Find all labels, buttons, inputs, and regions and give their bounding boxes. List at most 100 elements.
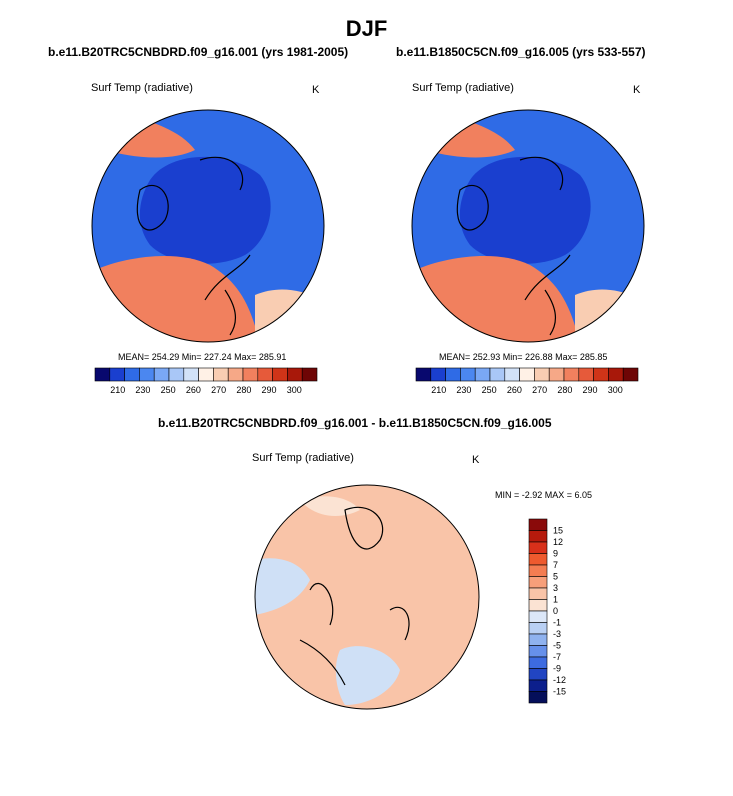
colorbar-swatch <box>124 367 140 382</box>
colorbar-swatch <box>139 367 155 382</box>
panel-right-units: K <box>633 84 641 96</box>
polar-ice-region <box>459 156 591 264</box>
colorbar-tick-label: 250 <box>161 385 176 395</box>
colorbar-tick-label: 9 <box>553 549 558 559</box>
colorbar-swatch <box>563 367 580 382</box>
colorbar-swatch <box>528 564 548 577</box>
colorbar-swatch <box>519 367 535 382</box>
colorbar-tick-label: -9 <box>553 664 561 674</box>
panel-left-variable: Surf Temp (radiative) <box>91 82 193 94</box>
colorbar-tick-label: 230 <box>456 385 471 395</box>
colorbar-swatch <box>415 367 432 382</box>
colorbar-swatch <box>528 599 548 612</box>
colorbar-tick-label: -1 <box>553 618 561 628</box>
colorbar-swatch <box>593 367 609 382</box>
colorbar-tick-label: 12 <box>553 537 563 547</box>
panel-left-units: K <box>312 84 320 96</box>
colorbar-swatch <box>528 576 548 589</box>
colorbar-tick-label: 230 <box>135 385 150 395</box>
page-title: DJF <box>345 16 388 41</box>
colorbar-swatch <box>198 367 214 382</box>
colorbar-swatch <box>474 367 491 382</box>
colorbar-swatch <box>528 587 548 600</box>
difference-title: b.e11.B20TRC5CNBDRD.f09_g16.001 - b.e11.… <box>158 416 552 430</box>
colorbar-swatch <box>242 367 259 382</box>
coastlines <box>136 156 251 336</box>
colorbar-swatch <box>168 367 185 382</box>
panel-right-variable: Surf Temp (radiative) <box>412 82 514 94</box>
colorbar-tick-label: -12 <box>553 675 566 685</box>
colorbar-swatch <box>528 633 548 646</box>
colorbar-swatch <box>528 691 548 704</box>
colorbar-tick-label: 0 <box>553 606 558 616</box>
colorbar-swatch <box>445 367 461 382</box>
map-right <box>411 109 645 343</box>
coastlines <box>456 156 571 336</box>
colorbar-tick-label: 5 <box>553 572 558 582</box>
diff-cool-region-1 <box>255 558 310 615</box>
colorbar-tick-label: 260 <box>186 385 201 395</box>
colorbar-swatch <box>622 367 639 382</box>
colorbar-tick-label: -3 <box>553 629 561 639</box>
panel-right-case-title: b.e11.B1850C5CN.f09_g16.005 (yrs 533-557… <box>396 45 646 59</box>
colorbar-swatch <box>94 367 111 382</box>
colorbar-tick-label: 300 <box>608 385 623 395</box>
colorbar-swatch <box>528 610 548 623</box>
colorbar-tick-label: 15 <box>553 526 563 536</box>
difference-units: K <box>472 454 480 466</box>
map-difference <box>254 484 480 710</box>
map-difference-border <box>254 484 480 710</box>
colorbar-tick-label: -15 <box>553 687 566 697</box>
colorbar-swatch <box>257 367 273 382</box>
colorbar-swatch <box>608 367 624 382</box>
colorbar-swatch <box>528 668 548 681</box>
difference-minmax: MIN = -2.92 MAX = 6.05 <box>495 490 593 500</box>
colorbar-swatch <box>460 367 476 382</box>
panel-right-stats: MEAN= 252.93 Min= 226.88 Max= 285.85 <box>439 352 608 362</box>
diff-cool-region-2 <box>335 646 400 705</box>
colorbar-tick-label: -7 <box>553 652 561 662</box>
colorbar-right: 210 230 250 260 270 280 290 300 <box>415 367 639 395</box>
colorbar-tick-label: -5 <box>553 641 561 651</box>
colorbar-tick-label: 7 <box>553 560 558 570</box>
colorbar-swatch <box>528 622 548 635</box>
colorbar-swatch <box>287 367 303 382</box>
colorbar-tick-label: 300 <box>287 385 302 395</box>
colorbar-tick-label: 210 <box>110 385 125 395</box>
colorbar-tick-label: 280 <box>557 385 572 395</box>
colorbar-swatch <box>528 541 548 554</box>
colorbar-left: 210 230 250 260 270 280 290 300 <box>94 367 318 395</box>
colorbar-tick-label: 290 <box>262 385 277 395</box>
colorbar-swatch <box>430 367 446 382</box>
colorbar-tick-label: 3 <box>553 583 558 593</box>
colorbar-swatch <box>528 656 548 669</box>
colorbar-swatch <box>489 367 506 382</box>
colorbar-tick-label: 210 <box>431 385 446 395</box>
colorbar-swatch <box>528 645 548 658</box>
colorbar-tick-label: 1 <box>553 595 558 605</box>
colorbar-tick-label: 280 <box>236 385 251 395</box>
colorbar-tick-label: 250 <box>482 385 497 395</box>
colorbar-swatch <box>227 367 244 382</box>
colorbar-swatch <box>548 367 565 382</box>
colorbar-tick-label: 260 <box>507 385 522 395</box>
map-left-border <box>91 109 325 343</box>
difference-variable: Surf Temp (radiative) <box>252 452 354 464</box>
colorbar-swatch <box>528 679 548 692</box>
colorbar-swatch <box>183 367 199 382</box>
colorbar-swatch <box>504 367 520 382</box>
colorbar-swatch <box>528 553 548 566</box>
colorbar-swatch <box>528 530 548 543</box>
colorbar-swatch <box>153 367 170 382</box>
colorbar-swatch <box>528 518 548 531</box>
map-right-border <box>411 109 645 343</box>
colorbar-swatch <box>301 367 318 382</box>
colorbar-tick-label: 290 <box>583 385 598 395</box>
polar-ice-region <box>139 156 271 264</box>
colorbar-tick-label: 270 <box>211 385 226 395</box>
coastlines <box>299 506 410 686</box>
mild-europe-region <box>255 289 324 342</box>
colorbar-swatch <box>272 367 288 382</box>
